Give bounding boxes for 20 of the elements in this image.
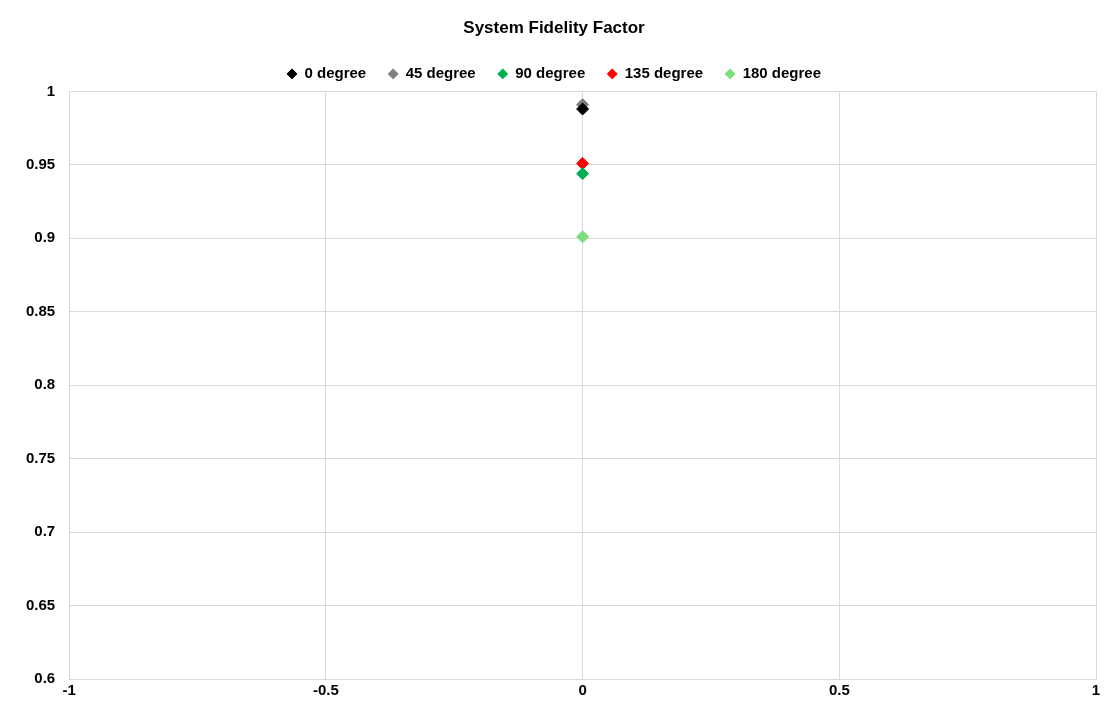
legend-label: 180 degree	[742, 64, 822, 82]
x-tick-label: -1	[62, 681, 76, 699]
x-tick-label: -0.5	[312, 681, 339, 699]
x-tick-label: 0	[578, 681, 587, 699]
y-tick-label: 0.75	[25, 448, 56, 466]
y-tick-label: 0.7	[34, 522, 56, 540]
y-tick-label: 0.9	[34, 228, 56, 246]
y-tick-label: 0.85	[25, 301, 56, 319]
y-tick-label: 0.8	[34, 375, 56, 393]
y-tick-label: 0.65	[25, 595, 56, 613]
y-tick-label: 1	[46, 81, 56, 99]
x-tick-label: 1	[1091, 681, 1101, 699]
legend-label: 135 degree	[624, 64, 704, 82]
y-tick-label: 0.6	[34, 669, 56, 687]
chart-title: System Fidelity Factor	[463, 17, 646, 37]
legend-label: 90 degree	[515, 64, 586, 82]
y-tick-label: 0.95	[25, 154, 56, 172]
x-tick-label: 0.5	[828, 681, 850, 699]
legend-label: 0 degree	[304, 64, 367, 82]
legend-label: 45 degree	[405, 64, 476, 82]
